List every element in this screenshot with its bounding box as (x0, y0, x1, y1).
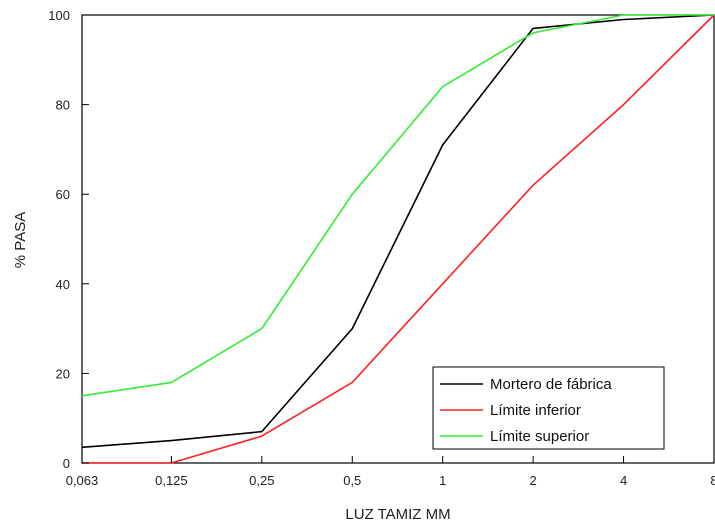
legend: Mortero de fábrica Límite inferior Límite … (432, 366, 665, 450)
legend-label-1: Límite inferior (490, 402, 581, 419)
plot-frame (81, 14, 715, 464)
x-tick-label: 2 (530, 473, 537, 488)
x-ticks: 0,063 0,125 0,25 0,5 1 2 4 8 (66, 456, 715, 488)
x-tick-label: 0,063 (66, 473, 99, 488)
series-layer (81, 14, 715, 464)
y-tick-label: 0 (63, 456, 70, 471)
y-tick-label: 20 (56, 366, 70, 381)
series-line-2 (81, 14, 714, 397)
x-tick-label: 0,125 (155, 473, 188, 488)
x-tick-label: 4 (620, 473, 627, 488)
legend-label-0: Mortero de fábrica (490, 376, 612, 393)
x-tick-label: 1 (439, 473, 446, 488)
x-tick-label: 0,5 (343, 473, 361, 488)
x-tick-label: 0,25 (249, 473, 274, 488)
series-line-0 (81, 14, 715, 449)
y-tick-label: 80 (56, 98, 70, 113)
y-tick-label: 60 (56, 187, 70, 202)
y-tick-label: 40 (56, 277, 70, 292)
y-axis-title: % PASA (12, 212, 29, 268)
y-ticks: 0 20 40 60 80 100 (48, 8, 89, 471)
legend-label-2: Límite superior (490, 428, 589, 445)
series-line-1 (82, 14, 715, 464)
x-axis-title: LUZ TAMIZ MM (345, 506, 450, 523)
x-tick-label: 8 (710, 473, 715, 488)
y-tick-label: 100 (48, 8, 70, 23)
